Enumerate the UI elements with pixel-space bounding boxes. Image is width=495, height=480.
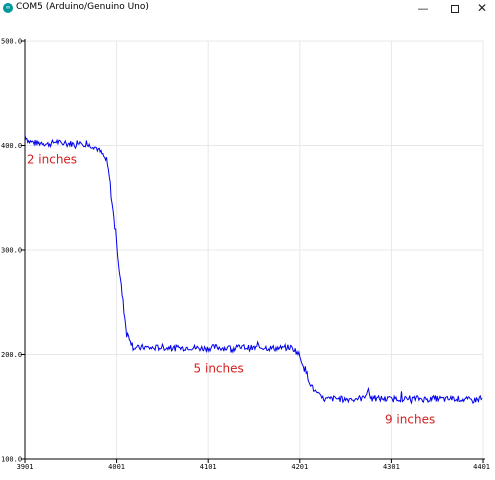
y-tick-label: 200.0 [1,351,22,359]
distance-annotation: 5 inches [194,361,244,375]
window-title: COM5 (Arduino/Genuino Uno) [16,2,149,12]
x-tick-label: 4201 [291,463,308,471]
x-tick-label: 4301 [383,463,400,471]
arduino-icon: ∞ [3,3,13,13]
close-button[interactable]: ✕ [467,0,495,17]
x-tick-label: 4101 [200,463,217,471]
x-tick-label: 3901 [17,463,34,471]
axes: 3901 4001 4101 4201 4301 4401 500.0 400.0 300.0 2… [1,38,490,472]
y-tick-label: 100.0 [1,456,22,464]
close-icon: ✕ [476,1,488,15]
series-line [24,134,483,405]
minimize-icon: — [417,2,429,15]
distance-annotation: 9 inches [385,412,435,426]
y-tick-label: 300.0 [1,247,22,255]
title-bar[interactable]: ∞ COM5 (Arduino/Genuino Uno) — ✕ [0,0,495,17]
minimize-button[interactable]: — [408,0,438,17]
distance-annotation: 2 inches [27,152,77,166]
serial-plot-chart: 3901 4001 4101 4201 4301 4401 500.0 400.0 300.0 2… [1,38,490,472]
series-group [24,134,483,405]
x-tick-label: 4401 [473,463,490,471]
y-tick-label: 400.0 [1,142,22,150]
x-tick-label: 4001 [108,463,125,471]
maximize-icon [451,5,459,13]
y-tick-label: 500.0 [1,38,22,46]
maximize-button[interactable] [440,0,470,17]
annotations: 2 inches 5 inches 9 inches [27,152,435,426]
